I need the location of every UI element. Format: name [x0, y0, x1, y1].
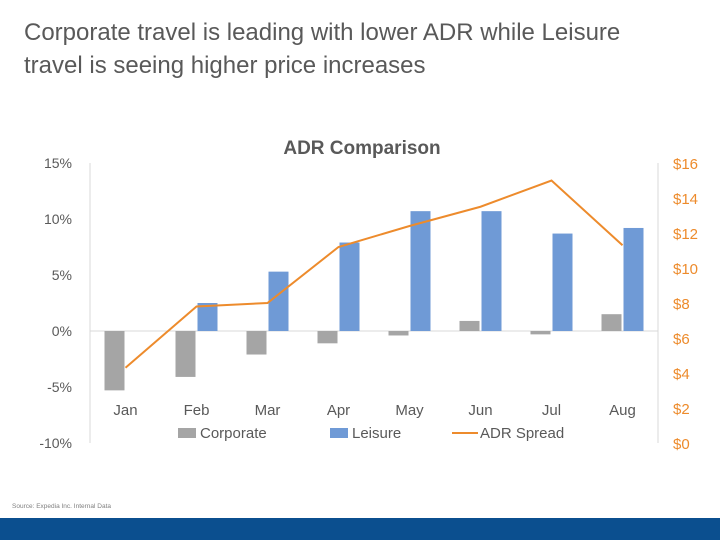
y-left-tick-label: 10% [44, 211, 72, 227]
x-tick-label: Jul [542, 402, 561, 419]
leisure-bar [197, 303, 218, 331]
chart-legend: Corporate Leisure ADR Spread [178, 425, 564, 442]
y-left-tick-label: 0% [52, 323, 72, 339]
leisure-bar [268, 271, 289, 331]
footer-bar [0, 518, 720, 540]
leisure-bar [339, 242, 360, 331]
y-right-tick-label: $12 [673, 226, 698, 243]
slide-title-line-2: travel is seeing higher price increases [24, 52, 426, 79]
y-right-tick-label: $16 [673, 156, 698, 173]
y-right-tick-label: $6 [673, 331, 690, 348]
adr-spread-line [124, 179, 624, 369]
corporate-bar [388, 331, 409, 336]
y-left-tick-label: 15% [44, 155, 72, 171]
x-tick-label: Apr [327, 402, 350, 419]
corporate-bar [530, 331, 551, 335]
source-note: Source: Expedia Inc. Internal Data [12, 503, 112, 510]
x-tick-label: Feb [184, 402, 210, 419]
leisure-bar [552, 233, 573, 331]
x-tick-label: Jan [113, 402, 137, 419]
y-left-tick-label: -10% [39, 435, 72, 451]
corporate-bar [459, 320, 480, 331]
corporate-bar [246, 331, 267, 355]
chart-line [124, 179, 624, 369]
x-tick-label: Aug [609, 402, 636, 419]
legend-swatch [330, 428, 348, 438]
slide-title: Corporate travel is leading with lower A… [24, 16, 704, 82]
x-tick-label: Jun [468, 402, 492, 419]
legend-label: ADR Spread [480, 425, 564, 442]
y-right-tick-label: $2 [673, 401, 690, 418]
y-right-tick-label: $14 [673, 191, 698, 208]
chart-labels: -10% -5% 0% 5% 10% 15% $0 $2 $4 $6 $8 $10 $12 $14 $16 J… [39, 155, 698, 453]
legend-swatch [178, 428, 196, 438]
corporate-bar [175, 331, 196, 377]
y-right-tick-label: $10 [673, 261, 698, 278]
y-right-tick-label: $4 [673, 366, 690, 383]
y-right-tick-label: $0 [673, 436, 690, 453]
y-right-tick-label: $8 [673, 296, 690, 313]
corporate-bar [601, 314, 622, 331]
x-tick-label: Mar [255, 402, 281, 419]
chart-bars [104, 211, 644, 391]
chart-axes [89, 163, 659, 443]
corporate-bar [104, 331, 125, 391]
chart-title: ADR Comparison [283, 138, 440, 159]
legend-label: Leisure [352, 425, 401, 442]
x-tick-label: May [395, 402, 424, 419]
legend-label: Corporate [200, 425, 267, 442]
y-left-tick-label: 5% [52, 267, 72, 283]
leisure-bar [410, 211, 431, 331]
corporate-bar [317, 331, 338, 344]
slide-title-line-1: Corporate travel is leading with lower A… [24, 19, 621, 46]
leisure-bar [623, 227, 644, 331]
leisure-bar [481, 211, 502, 331]
y-left-tick-label: -5% [47, 379, 72, 395]
adr-comparison-chart: ADR Comparison -10% -5% 0% 5% 10% 15% $0 $2 $4 $6… [39, 138, 698, 453]
